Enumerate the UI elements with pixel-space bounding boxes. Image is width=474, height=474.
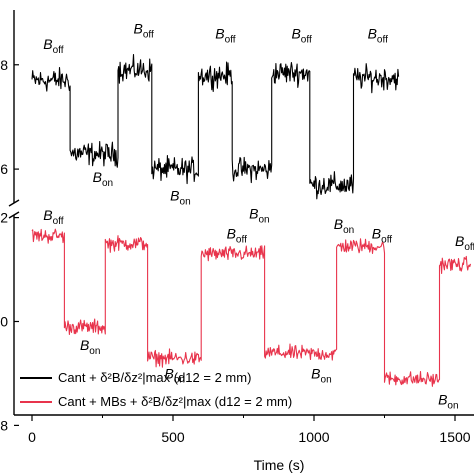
- annotation-b-on: Bon: [438, 392, 458, 412]
- legend-label: Cant + MBs + δ²B/δz²|max (d12 = 2 mm): [58, 394, 292, 409]
- x-axis-title: Time (s): [254, 457, 305, 473]
- annotation-b-on: Bon: [93, 169, 113, 189]
- annotation-b-off: Boff: [215, 26, 236, 46]
- traces: [31, 54, 472, 387]
- annotation-b-on: Bon: [80, 337, 100, 357]
- y-tick-label: 2: [0, 210, 8, 226]
- axis-break-mark: [8, 211, 20, 219]
- legend-label: Cant + δ²B/δz²|max (d12 = 2 mm): [58, 370, 251, 385]
- annotation-b-off: Boff: [368, 26, 389, 46]
- annotation-b-on: Bon: [249, 206, 269, 226]
- legend: Cant + δ²B/δz²|max (d12 = 2 mm) Cant + MB…: [20, 370, 292, 409]
- y-tick-label: 8: [0, 57, 8, 73]
- annotation-b-on: Bon: [170, 187, 190, 207]
- axes: 0 500 1000 1500 8 6 2 0 8: [0, 10, 474, 445]
- annotation-b-off: Boff: [43, 36, 64, 56]
- x-tick-label: 1500: [439, 429, 470, 445]
- series-line-cant-mbs: [31, 228, 472, 387]
- x-tick-label: 0: [28, 429, 36, 445]
- annotation-b-off: Boff: [455, 233, 474, 253]
- x-tick-label: 1000: [298, 429, 329, 445]
- annotation-b-off: Boff: [227, 225, 248, 245]
- annotation-b-off: Boff: [372, 225, 393, 245]
- annotation-b-on: Bon: [165, 366, 185, 386]
- y-tick-label: 8: [0, 417, 8, 433]
- x-tick-label: 500: [161, 429, 185, 445]
- annotation-b-off: Boff: [134, 20, 155, 40]
- annotation-b-off: Boff: [291, 26, 312, 46]
- annotation-b-on: Bon: [311, 366, 331, 386]
- annotation-b-on: Bon: [334, 216, 354, 236]
- annotation-b-off: Boff: [43, 207, 64, 227]
- axis-break-mark: [8, 199, 20, 207]
- y-tick-label: 6: [0, 161, 8, 177]
- y-tick-label: 0: [0, 313, 8, 329]
- series-line-cant: [31, 54, 400, 200]
